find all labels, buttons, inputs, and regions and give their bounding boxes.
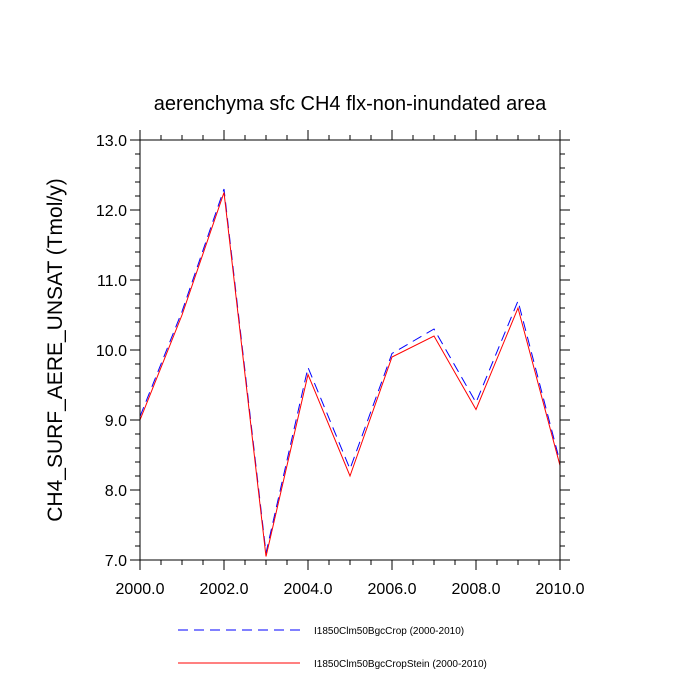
y-tick-label: 13.0 (96, 133, 127, 150)
series-line-1 (139, 188, 561, 554)
legend-label-series-1: I1850Clm50BgcCrop (2000-2010) (314, 626, 464, 637)
y-tick-label: 8.0 (105, 483, 127, 500)
y-tick-label: 9.0 (105, 413, 127, 430)
x-tick-label: 2000.0 (116, 581, 165, 598)
y-axis-ticks: 7.0 8.0 9.0 10.0 11.0 12.0 13.0 (96, 133, 570, 570)
plot-frame (139, 139, 561, 561)
x-axis-ticks: 2000.0 2002.0 2004.0 2006.0 2008.0 2010.0 (116, 130, 585, 598)
series-lines (139, 188, 561, 557)
y-axis-label: CH4_SURF_AERE_UNSAT (Tmol/y) (44, 178, 67, 521)
x-tick-label: 2004.0 (284, 581, 333, 598)
x-tick-label: 2002.0 (200, 581, 249, 598)
x-tick-label: 2008.0 (452, 581, 501, 598)
y-tick-label: 10.0 (96, 343, 127, 360)
y-tick-label: 11.0 (97, 273, 127, 290)
series-line-2 (139, 192, 561, 557)
y-tick-label: 12.0 (96, 203, 127, 220)
legend: I1850Clm50BgcCrop (2000-2010) I1850Clm50… (178, 626, 487, 670)
x-tick-label: 2006.0 (368, 581, 417, 598)
x-tick-label: 2010.0 (536, 581, 585, 598)
chart-title: aerenchyma sfc CH4 flx-non-inundated are… (154, 93, 547, 115)
legend-label-series-2: I1850Clm50BgcCropStein (2000-2010) (314, 659, 487, 670)
y-tick-label: 7.0 (105, 553, 127, 570)
